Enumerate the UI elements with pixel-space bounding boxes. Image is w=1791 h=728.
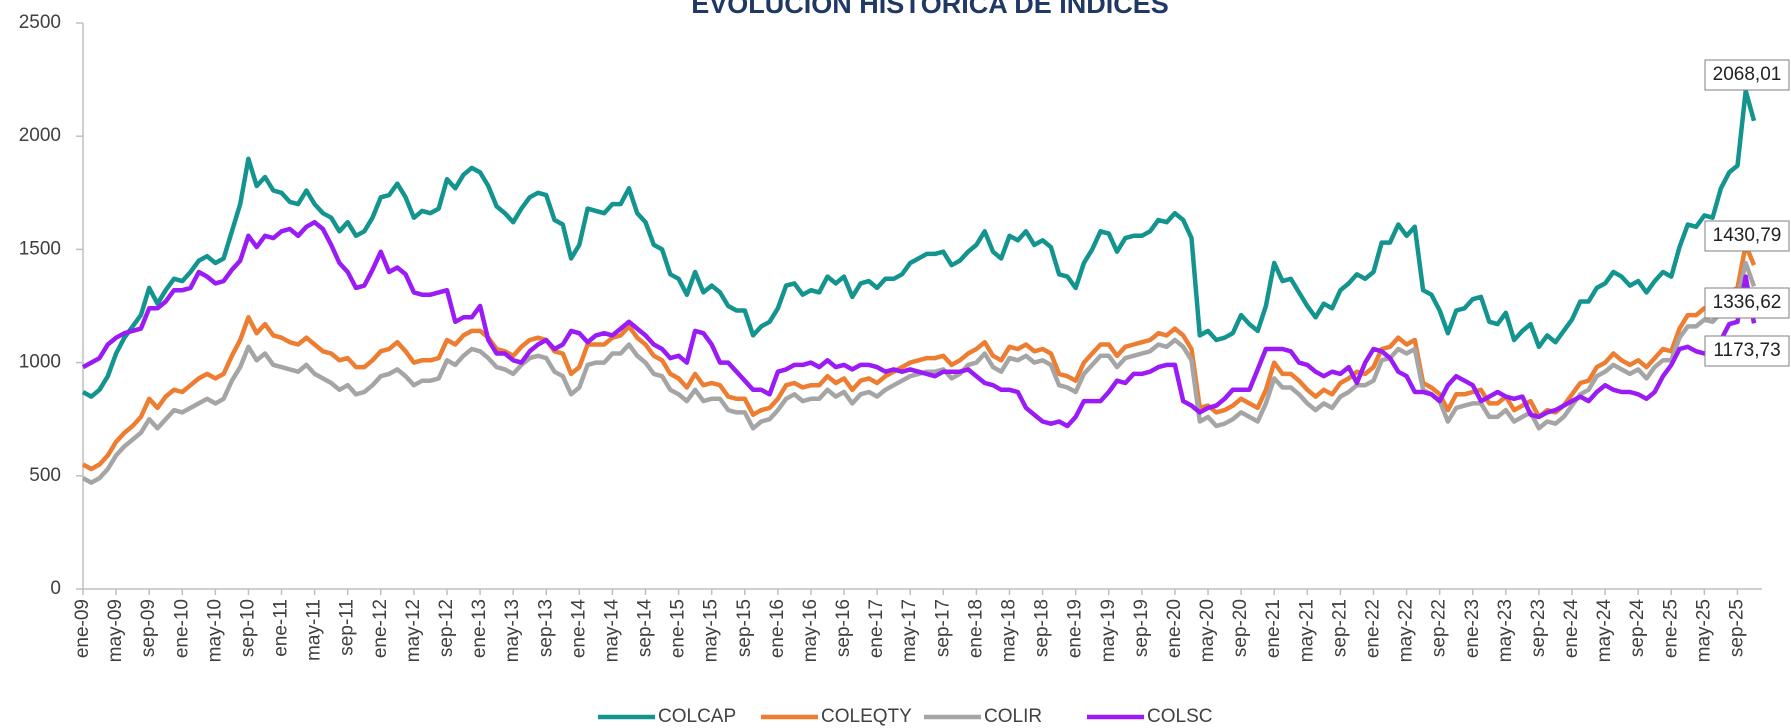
x-tick-label: may-25 <box>1693 599 1714 662</box>
x-tick-label: may-19 <box>1098 599 1119 662</box>
x-tick-label: ene-15 <box>668 599 689 658</box>
x-tick-label: sep-10 <box>237 599 258 657</box>
x-tick-label: sep-12 <box>436 599 457 657</box>
x-tick-label: ene-09 <box>72 599 93 658</box>
x-tick-label: ene-12 <box>370 599 391 658</box>
data-label-box <box>1704 335 1790 367</box>
x-tick-label: may-18 <box>999 599 1020 662</box>
x-tick-label: sep-16 <box>833 599 854 657</box>
x-tick-label: sep-15 <box>734 599 755 657</box>
series-line <box>81 242 1757 472</box>
x-tick-label: sep-11 <box>337 599 358 656</box>
x-tick-label: may-09 <box>105 599 126 662</box>
x-tick-label: ene-25 <box>1660 599 1681 658</box>
x-tick-label: ene-13 <box>469 599 490 658</box>
data-label: 1173,73 <box>1713 340 1780 361</box>
data-label: 1430,79 <box>1713 225 1782 246</box>
data-label-box <box>1704 59 1790 91</box>
legend-label: COLEQTY <box>821 706 912 727</box>
chart-title: EVOLUCIÓN HISTÓRICA DE ÍNDICES <box>691 0 1169 19</box>
x-tick-label: ene-18 <box>965 599 986 658</box>
x-tick-label: may-20 <box>1197 599 1218 662</box>
x-tick-label: may-23 <box>1495 599 1516 662</box>
x-tick-label: ene-17 <box>866 599 887 658</box>
x-tick-label: ene-21 <box>1263 599 1284 658</box>
y-tick-label: 0 <box>50 578 61 599</box>
y-tick-label: 2000 <box>19 125 61 146</box>
x-tick-label: ene-23 <box>1462 599 1483 658</box>
legend-label: COLCAP <box>658 706 736 727</box>
x-tick-label: may-17 <box>899 599 920 662</box>
y-tick-label: 500 <box>29 465 61 486</box>
x-tick-label: ene-22 <box>1362 599 1383 658</box>
y-tick-label: 2500 <box>19 12 61 33</box>
x-tick-label: ene-16 <box>767 599 788 658</box>
x-tick-label: ene-19 <box>1065 599 1086 658</box>
x-tick-label: sep-22 <box>1429 599 1450 657</box>
x-tick-label: may-13 <box>502 599 523 662</box>
x-tick-label: sep-09 <box>138 599 159 657</box>
data-label-box <box>1704 287 1790 319</box>
x-tick-label: sep-14 <box>635 599 656 658</box>
x-tick-label: ene-24 <box>1561 599 1582 659</box>
x-tick-label: may-15 <box>701 599 722 662</box>
x-tick-label: ene-20 <box>1164 599 1185 658</box>
x-tick-label: ene-10 <box>171 599 192 658</box>
x-tick-label: may-14 <box>601 599 622 663</box>
x-tick-label: ene-11 <box>271 599 292 657</box>
x-tick-label: sep-19 <box>1131 599 1152 657</box>
x-tick-label: sep-17 <box>932 599 953 657</box>
x-tick-label: may-11 <box>304 599 325 661</box>
x-tick-label: may-21 <box>1296 599 1317 662</box>
series-line <box>81 88 1757 399</box>
y-tick-label: 1000 <box>19 352 61 373</box>
x-tick-label: sep-25 <box>1726 599 1747 657</box>
data-label-box <box>1704 220 1790 252</box>
y-tick-label: 1500 <box>19 238 61 259</box>
x-tick-label: sep-13 <box>535 599 556 657</box>
x-tick-label: sep-21 <box>1329 599 1350 657</box>
x-tick-label: sep-18 <box>1032 599 1053 657</box>
x-tick-label: may-16 <box>800 599 821 662</box>
x-tick-label: may-10 <box>204 599 225 662</box>
x-tick-label: ene-14 <box>568 599 589 659</box>
data-label: 2068,01 <box>1713 64 1782 85</box>
data-label: 1336,62 <box>1713 292 1782 313</box>
x-tick-label: may-24 <box>1594 599 1615 663</box>
legend-label: COLIR <box>984 706 1042 727</box>
x-tick-label: may-22 <box>1396 599 1417 662</box>
x-tick-label: sep-23 <box>1528 599 1549 657</box>
x-tick-label: may-12 <box>403 599 424 662</box>
legend-label: COLSC <box>1147 706 1212 727</box>
series-line <box>81 219 1757 429</box>
x-tick-label: sep-24 <box>1627 599 1648 658</box>
x-tick-label: sep-20 <box>1230 599 1251 657</box>
